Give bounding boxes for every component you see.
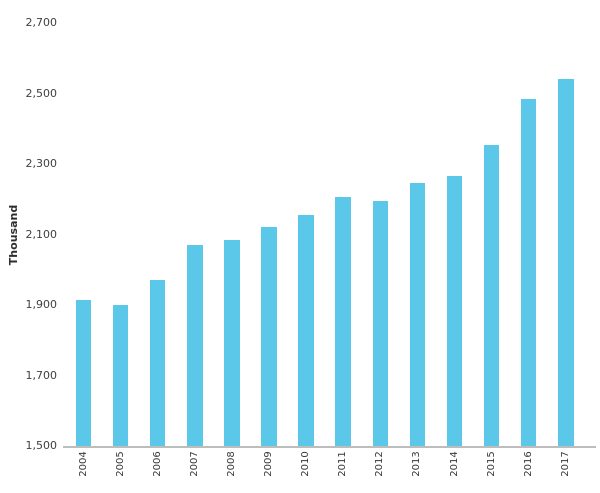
bar-2017 [558, 79, 574, 446]
bar-2010 [298, 215, 314, 446]
y-tick-label: 2,300 [25, 157, 58, 170]
bar-2006 [149, 280, 166, 446]
x-axis-line [63, 446, 596, 448]
bar-2011 [335, 197, 351, 446]
x-tick-label: 2016 [522, 451, 534, 477]
y-tick-label: 2,100 [25, 227, 58, 241]
x-tick-label: 2012 [374, 451, 386, 477]
x-tick-label: 2007 [188, 451, 200, 477]
bar-2016 [520, 98, 537, 446]
y-tick-label: 2,700 [25, 16, 58, 29]
x-tick-label: 2015 [485, 451, 497, 477]
bar-2013 [409, 183, 426, 446]
y-tick-label: 1,700 [25, 368, 58, 382]
y-tick-label: 1,500 [25, 439, 58, 452]
x-tick-label: 2013 [411, 451, 423, 477]
x-tick-label: 2014 [448, 451, 460, 477]
x-tick-label: 2008 [225, 451, 237, 477]
x-tick-label: 2005 [114, 451, 126, 477]
y-tick-label: 1,900 [25, 298, 58, 311]
bar-2015 [483, 144, 500, 446]
bar-2007 [187, 245, 203, 446]
bar-2004 [75, 299, 92, 446]
y-tick-label: 2,500 [25, 86, 58, 100]
bar-2009 [261, 227, 277, 446]
x-tick-label: 2009 [263, 451, 274, 477]
bar-2005 [112, 305, 129, 446]
bar-2008 [224, 239, 240, 446]
bar-2014 [446, 176, 463, 446]
bar-2012 [372, 201, 389, 446]
x-tick-label: 2006 [151, 451, 163, 477]
x-tick-label: 2004 [77, 451, 89, 477]
x-tick-label: 2017 [559, 451, 571, 477]
x-tick-label: 2011 [337, 451, 349, 477]
x-tick-label: 2010 [300, 451, 312, 477]
